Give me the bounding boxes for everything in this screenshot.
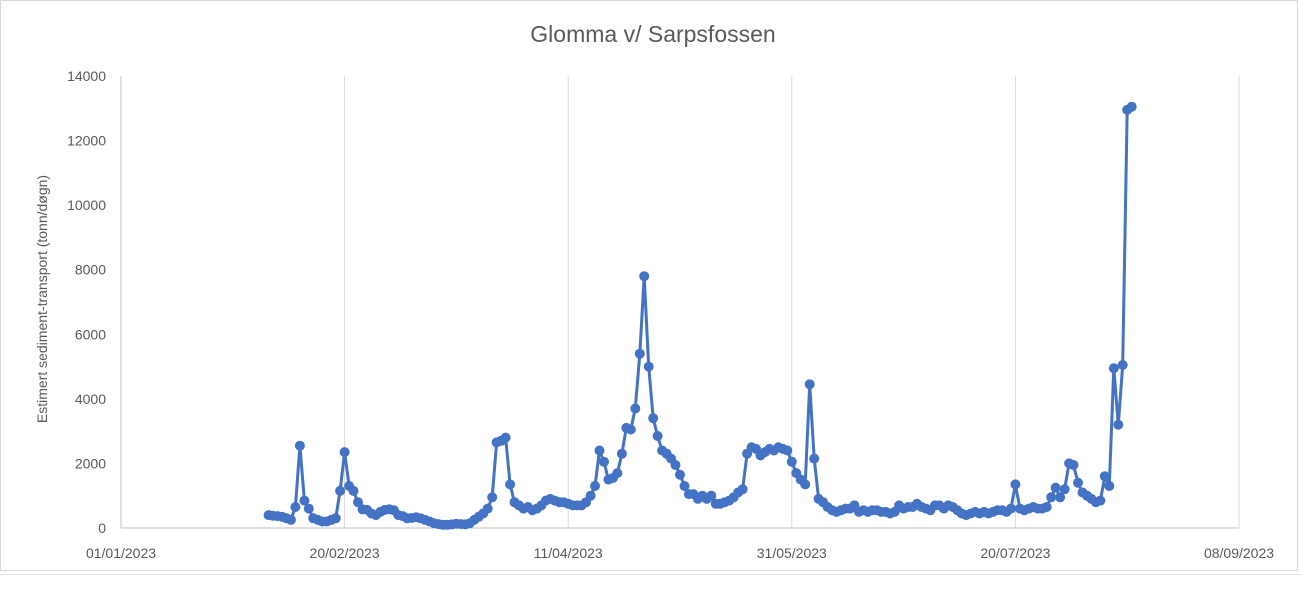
data-point [612, 468, 623, 479]
data-point [643, 361, 654, 372]
data-point [679, 481, 690, 491]
data-point [339, 447, 350, 458]
data-point [800, 479, 811, 490]
data-point [670, 460, 681, 470]
data-point [1041, 502, 1052, 512]
data-point [1099, 471, 1110, 482]
data-point [1126, 101, 1137, 112]
data-point [505, 479, 516, 490]
data-point [1073, 477, 1083, 488]
data-point [294, 440, 305, 451]
data-point [1117, 360, 1128, 370]
data-point [330, 513, 341, 524]
data-point [599, 456, 609, 467]
data-series [263, 101, 1137, 530]
y-tick-label: 2000 [75, 455, 106, 471]
y-tick-label: 8000 [75, 262, 106, 278]
data-point [1055, 492, 1066, 503]
y-axis-label: Estimert sediment-transport (tonn/døgn) [34, 175, 50, 423]
y-tick-label: 10000 [67, 197, 106, 213]
data-point [1046, 492, 1057, 503]
data-point [348, 485, 359, 496]
data-point [675, 469, 685, 480]
data-point [809, 453, 820, 464]
data-point [625, 424, 636, 435]
axes [120, 76, 1239, 529]
data-point [706, 490, 717, 501]
x-tick-label: 31/05/2023 [757, 545, 827, 561]
data-point [487, 492, 498, 503]
data-point [1104, 481, 1115, 491]
data-point [1113, 419, 1124, 430]
data-point [1059, 484, 1070, 495]
data-point [639, 271, 650, 282]
data-point [285, 514, 296, 525]
data-point [335, 485, 346, 496]
data-point [782, 445, 793, 456]
chart-title: Glomma v/ Sarpsfossen [530, 21, 775, 47]
data-point [1095, 495, 1106, 506]
line-chart: Glomma v/ Sarpsfossen Estimert sediment-… [34, 21, 1274, 561]
series-line [268, 105, 1133, 527]
data-point [594, 445, 605, 456]
y-tick-label: 4000 [75, 391, 106, 407]
data-point [482, 503, 493, 514]
data-point [737, 484, 748, 495]
data-point [290, 502, 301, 512]
data-point [303, 503, 314, 514]
data-point [1108, 363, 1119, 374]
y-tick-label: 14000 [67, 68, 106, 84]
x-tick-label: 01/01/2023 [86, 545, 156, 561]
data-point [634, 348, 645, 359]
data-point [804, 379, 815, 390]
y-tick-label: 6000 [75, 326, 106, 342]
x-tick-label: 11/04/2023 [534, 545, 603, 561]
data-point [652, 431, 663, 441]
data-point [299, 495, 310, 506]
x-tick-label: 20/02/2023 [310, 545, 380, 561]
data-point [353, 497, 363, 508]
data-point [1050, 482, 1061, 493]
chart-area: Glomma v/ Sarpsfossen Estimert sediment-… [0, 0, 1298, 571]
data-point [585, 490, 596, 501]
data-point [786, 456, 797, 467]
tick-labels: 01/01/2023 20/02/2023 11/04/2023 31/05/2023… [67, 68, 1274, 561]
data-point [1068, 460, 1079, 470]
x-tick-label: 20/07/2023 [980, 545, 1050, 561]
data-point [590, 481, 600, 491]
bottom-border [0, 574, 1300, 592]
data-point [630, 403, 641, 414]
data-point [1005, 503, 1016, 514]
y-tick-label: 12000 [67, 133, 106, 149]
data-point [1010, 479, 1021, 490]
x-tick-label: 08/09/2023 [1204, 545, 1274, 561]
data-point [500, 432, 511, 443]
data-point [616, 448, 627, 459]
y-tick-label: 0 [98, 520, 106, 536]
data-point [648, 413, 659, 424]
